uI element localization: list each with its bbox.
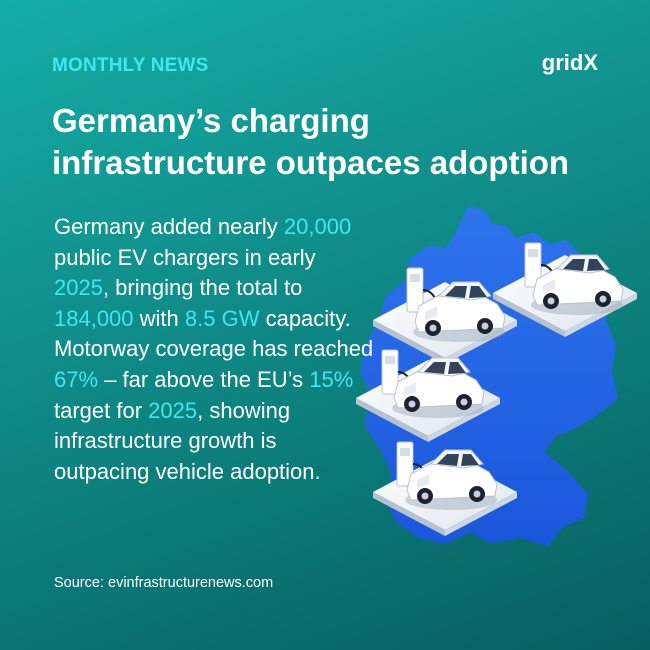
headline-line-2: infrastructure outpaces adoption <box>52 144 570 181</box>
source-credit: Source: evinfrastructurenews.com <box>54 575 274 591</box>
highlight-total-chargers: 184,000 <box>54 305 134 331</box>
highlight-year: 2025 <box>54 275 103 301</box>
body-text-8: , showing infrastructure growth is outpa… <box>54 397 321 484</box>
highlight-eu-target: 15% <box>309 366 354 392</box>
body-text-4: with <box>133 305 185 331</box>
highlight-target-year: 2025 <box>148 397 198 423</box>
headline-line-1: Germany’s charging <box>52 102 370 139</box>
highlight-chargers-added: 20,000 <box>283 214 352 239</box>
headline: Germany’s charging infrastructure outpac… <box>52 100 612 184</box>
body-text-7: target for <box>54 397 149 423</box>
body-text-5: capacity. Motorway coverage has reached <box>54 305 374 362</box>
body-text: Germany added nearly 20,000 public EV ch… <box>54 212 374 487</box>
highlight-capacity: 8.5 GW <box>184 305 260 331</box>
brand-logo: gridX <box>541 50 598 75</box>
body-text-3: , bringing the total to <box>102 275 303 301</box>
highlight-motorway-coverage: 67% <box>54 366 99 392</box>
eyebrow-label: MONTHLY NEWS <box>52 55 209 76</box>
body-text-2: public EV chargers in early <box>54 244 316 270</box>
body-text-1: Germany added nearly <box>54 214 284 239</box>
body-text-6: – far above the EU’s <box>98 366 310 392</box>
